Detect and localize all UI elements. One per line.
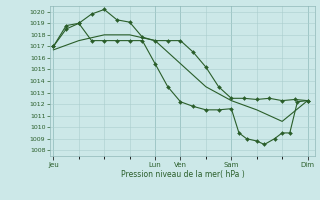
X-axis label: Pression niveau de la mer( hPa ): Pression niveau de la mer( hPa ) — [121, 170, 244, 179]
